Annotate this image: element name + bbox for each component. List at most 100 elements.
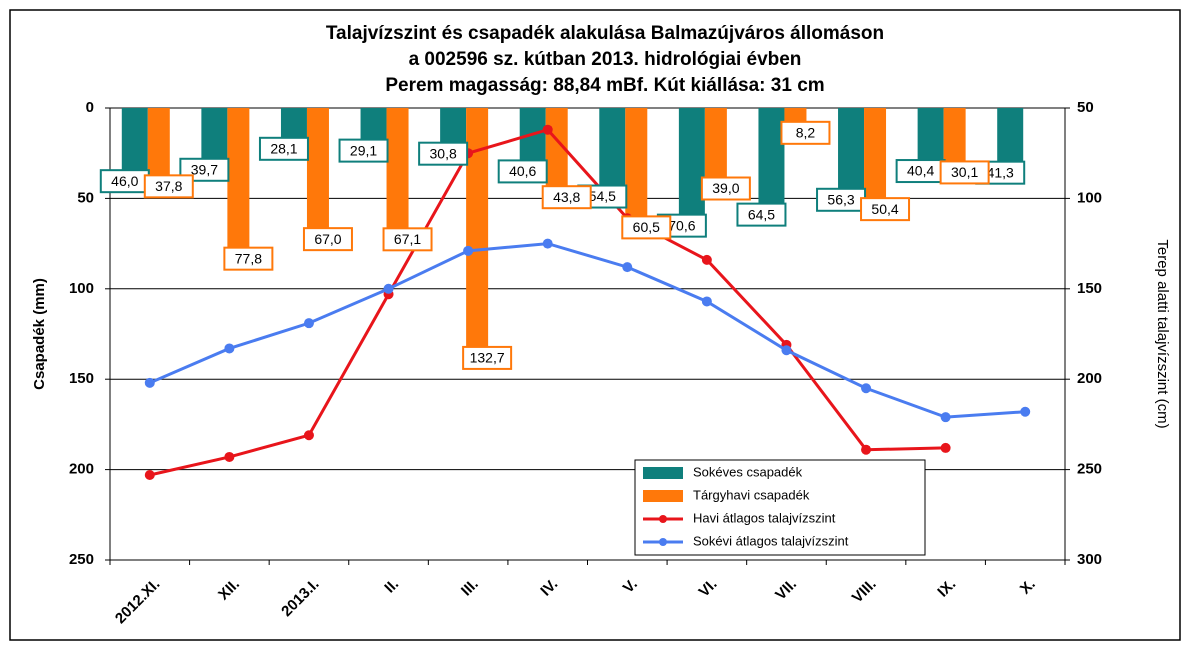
- x-tick-label: VII.: [772, 576, 800, 604]
- bar: [386, 108, 409, 230]
- value-label-box: [302, 227, 353, 252]
- value-label-text: 30,1: [951, 164, 978, 180]
- marker: [224, 343, 235, 354]
- value-label-box: [497, 159, 548, 184]
- marker: [463, 245, 474, 256]
- legend-label: Havi átlagos talajvízszint: [693, 510, 836, 525]
- value-label-box: [258, 136, 309, 161]
- chart-frame: [9, 9, 1181, 641]
- x-tick-label: VIII.: [849, 576, 880, 607]
- legend-swatch: [659, 515, 667, 523]
- value-label-text: 77,8: [235, 250, 262, 266]
- value-label-text: 41,3: [987, 164, 1014, 180]
- value-label-text: 28,1: [270, 141, 297, 157]
- value-label: 40,4: [895, 159, 946, 184]
- y2-tick-label: 100: [1077, 189, 1102, 206]
- value-label-text: 67,1: [394, 231, 421, 247]
- x-tick-label: V.: [620, 576, 641, 597]
- x-tick-label: VI.: [696, 576, 721, 601]
- bar: [227, 108, 250, 249]
- value-label: 30,8: [418, 141, 469, 166]
- y-tick-label: 200: [69, 461, 94, 478]
- y-axis-label: Csapadék (mm): [31, 278, 48, 390]
- marker: [781, 345, 792, 356]
- legend-swatch: [643, 467, 683, 479]
- x-tick-label: 2012.XI.: [112, 576, 164, 628]
- value-label-text: 30,8: [430, 145, 457, 161]
- value-label-text: 40,6: [509, 163, 536, 179]
- marker: [861, 444, 872, 455]
- x-tick-label: XII.: [215, 576, 243, 604]
- marker: [861, 383, 872, 394]
- bar: [704, 108, 727, 179]
- legend-label: Sokévi átlagos talajvízszint: [693, 533, 849, 548]
- y2-tick-label: 50: [1077, 99, 1094, 116]
- marker: [383, 283, 394, 294]
- chart-title: Talajvízszint és csapadék alakulása Balm…: [326, 23, 884, 44]
- x-tick-label: IV.: [537, 576, 561, 600]
- bar: [784, 108, 807, 123]
- value-label-box: [700, 176, 751, 201]
- value-label-text: 50,4: [871, 201, 898, 217]
- value-label: 64,5: [736, 202, 787, 227]
- line: [149, 242, 1026, 419]
- value-label-text: 39,7: [191, 161, 218, 177]
- value-label-text: 43,8: [553, 189, 580, 205]
- bar: [306, 108, 329, 230]
- marker: [940, 412, 951, 423]
- value-label: 56,3: [816, 187, 867, 212]
- value-label-box: [860, 197, 911, 222]
- value-label: 40,6: [497, 159, 548, 184]
- value-label: 67,1: [382, 227, 433, 252]
- marker: [701, 254, 712, 265]
- value-label-text: 29,1: [350, 142, 377, 158]
- marker: [144, 377, 155, 388]
- x-tick-label: X.: [1017, 576, 1039, 598]
- value-label: 46,0: [99, 169, 150, 194]
- bar: [625, 108, 648, 218]
- y2-tick-label: 300: [1077, 551, 1102, 568]
- value-label-text: 64,5: [748, 206, 775, 222]
- x-tick-label: II.: [381, 576, 402, 597]
- value-label: 8,2: [780, 120, 831, 145]
- value-label-box: [736, 202, 787, 227]
- y-tick-label: 250: [69, 551, 94, 568]
- bar: [864, 108, 887, 200]
- value-label-text: 60,5: [633, 219, 660, 235]
- value-label: 37,8: [143, 174, 194, 199]
- value-label: 28,1: [258, 136, 309, 161]
- value-label-text: 40,4: [907, 163, 934, 179]
- value-label: 132,7: [462, 345, 513, 370]
- value-label: 50,4: [860, 197, 911, 222]
- y2-axis-label: Terep alatti talajvízszint (cm): [1154, 239, 1171, 428]
- marker: [542, 124, 553, 135]
- marker: [622, 262, 633, 273]
- y-tick-label: 100: [69, 280, 94, 297]
- value-label-text: 46,0: [111, 173, 138, 189]
- marker: [542, 238, 553, 249]
- bar: [943, 108, 966, 163]
- y2-tick-label: 150: [1077, 280, 1102, 297]
- legend-label: Tárgyhavi csapadék: [693, 487, 810, 502]
- legend: [634, 459, 926, 556]
- y-tick-label: 150: [69, 370, 94, 387]
- x-tick-label: 2013.I.: [278, 576, 322, 620]
- x-tick-label: III.: [458, 576, 482, 600]
- bar: [147, 108, 170, 177]
- legend-label: Sokéves csapadék: [693, 464, 803, 479]
- value-label: 67,0: [302, 227, 353, 252]
- y-tick-label: 0: [86, 99, 94, 116]
- value-label: 39,0: [700, 176, 751, 201]
- value-label-box: [780, 120, 831, 145]
- marker: [144, 470, 155, 481]
- value-label-box: [541, 185, 592, 210]
- value-label-box: [621, 215, 672, 240]
- y-tick-label: 50: [77, 189, 94, 206]
- value-label: 29,1: [338, 138, 389, 163]
- value-label-text: 67,0: [314, 231, 341, 247]
- value-label-text: 56,3: [827, 191, 854, 207]
- value-label-text: 8,2: [796, 125, 816, 141]
- value-label-box: [418, 141, 469, 166]
- chart-subtitle: a 002596 sz. kútban 2013. hidrológiai év…: [409, 49, 802, 70]
